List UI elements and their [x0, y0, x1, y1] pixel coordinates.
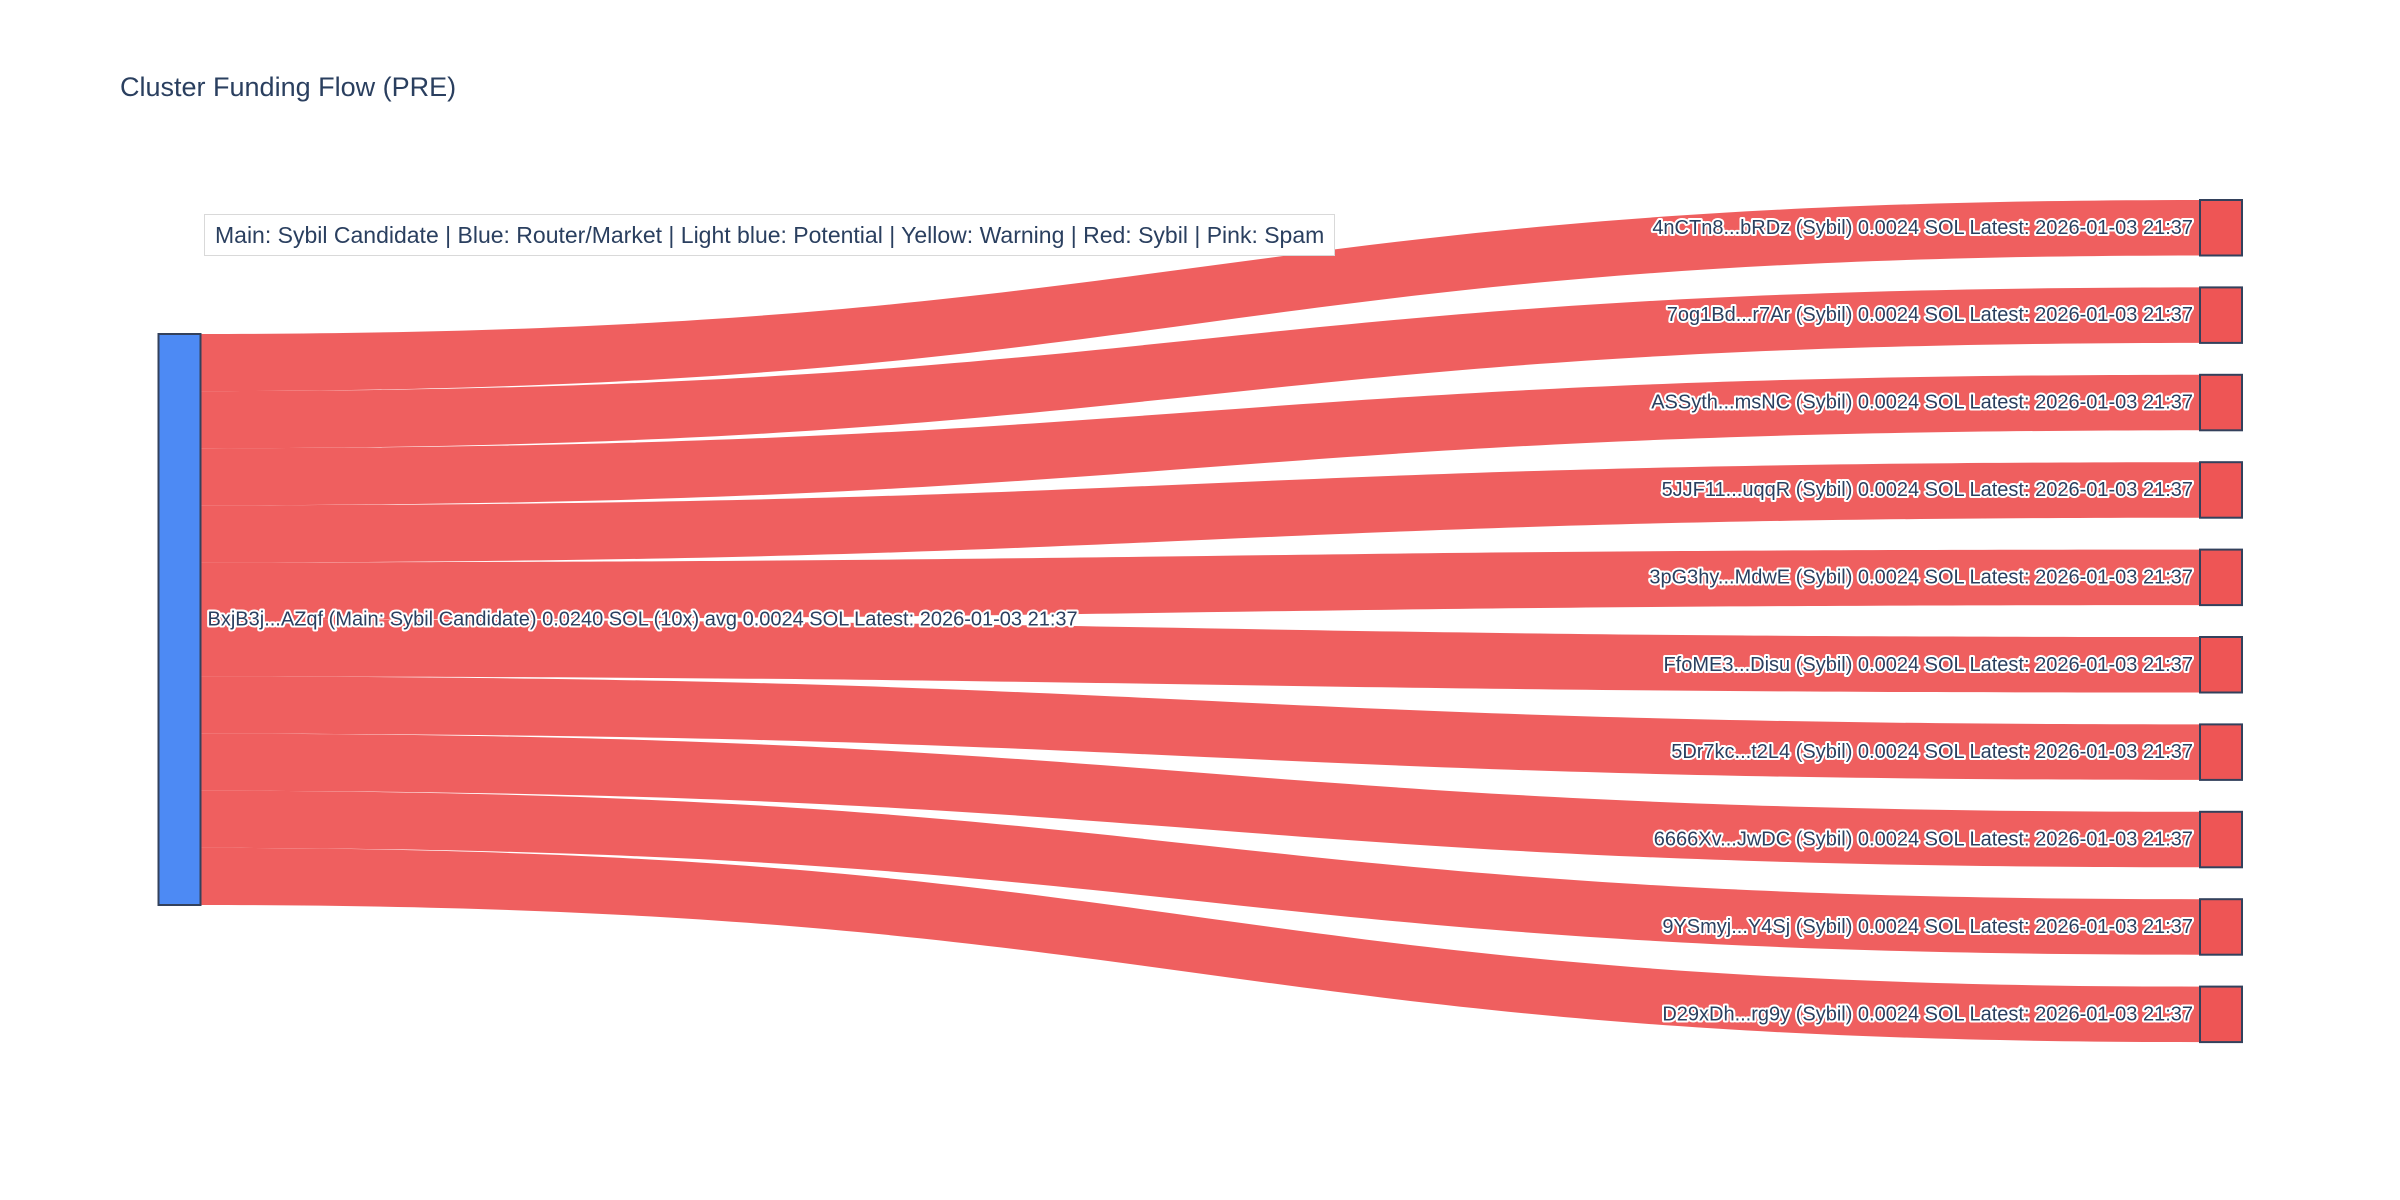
sankey-target-label: D29xDh...rg9y (Sybil) 0.0024 SOL Latest:… — [1662, 1003, 2193, 1025]
sankey-target-label: FfoME3...Disu (Sybil) 0.0024 SOL Latest:… — [1663, 654, 2193, 676]
sankey-target-node[interactable] — [2199, 461, 2243, 519]
sankey-target-node[interactable] — [2199, 985, 2243, 1044]
sankey-link[interactable] — [200, 733, 2201, 868]
sankey-link[interactable] — [200, 462, 2201, 563]
sankey-target-node[interactable] — [2199, 810, 2243, 869]
sankey-target-label: ASSyth...msNC (Sybil) 0.0024 SOL Latest:… — [1651, 392, 2193, 414]
sankey-link[interactable] — [200, 549, 2201, 620]
sankey-link[interactable] — [200, 847, 2201, 1043]
sankey-link[interactable] — [200, 287, 2201, 449]
sankey-target-label: 4nCTn8...bRDz (Sybil) 0.0024 SOL Latest:… — [1652, 217, 2193, 239]
sankey-link[interactable] — [200, 619, 2201, 693]
sankey-target-label: 3pG3hy...MdwE (Sybil) 0.0024 SOL Latest:… — [1649, 566, 2193, 588]
sankey-target-node[interactable] — [2199, 286, 2243, 344]
sankey-target-node[interactable] — [2199, 723, 2243, 781]
sankey-link[interactable] — [200, 200, 2201, 392]
sankey-target-label: 6666Xv...JwDC (Sybil) 0.0024 SOL Latest:… — [1654, 829, 2193, 851]
sankey-link[interactable] — [200, 790, 2201, 955]
sankey-target-label: 5JJF11...uqqR (Sybil) 0.0024 SOL Latest:… — [1662, 479, 2193, 501]
sankey-source-node[interactable] — [157, 333, 202, 906]
sankey-target-node[interactable] — [2199, 199, 2243, 257]
sankey-target-label: 7og1Bd...r7Ar (Sybil) 0.0024 SOL Latest:… — [1667, 304, 2193, 326]
sankey-target-label: 9YSmyj...Y4Sj (Sybil) 0.0024 SOL Latest:… — [1662, 916, 2193, 938]
sankey-target-node[interactable] — [2199, 898, 2243, 956]
sankey-link[interactable] — [200, 374, 2201, 506]
sankey-link[interactable] — [200, 676, 2201, 780]
sankey-target-label: 5Dr7kc...t2L4 (Sybil) 0.0024 SOL Latest:… — [1671, 741, 2193, 763]
sankey-target-node[interactable] — [2199, 373, 2243, 432]
legend-note: Main: Sybil Candidate | Blue: Router/Mar… — [204, 214, 1336, 256]
chart-title: Cluster Funding Flow (PRE) — [120, 72, 457, 102]
sankey-target-node[interactable] — [2199, 636, 2243, 694]
sankey-source-label: BxjB3j...AZqf (Main: Sybil Candidate) 0.… — [208, 609, 1078, 631]
sankey-target-node[interactable] — [2199, 548, 2243, 607]
